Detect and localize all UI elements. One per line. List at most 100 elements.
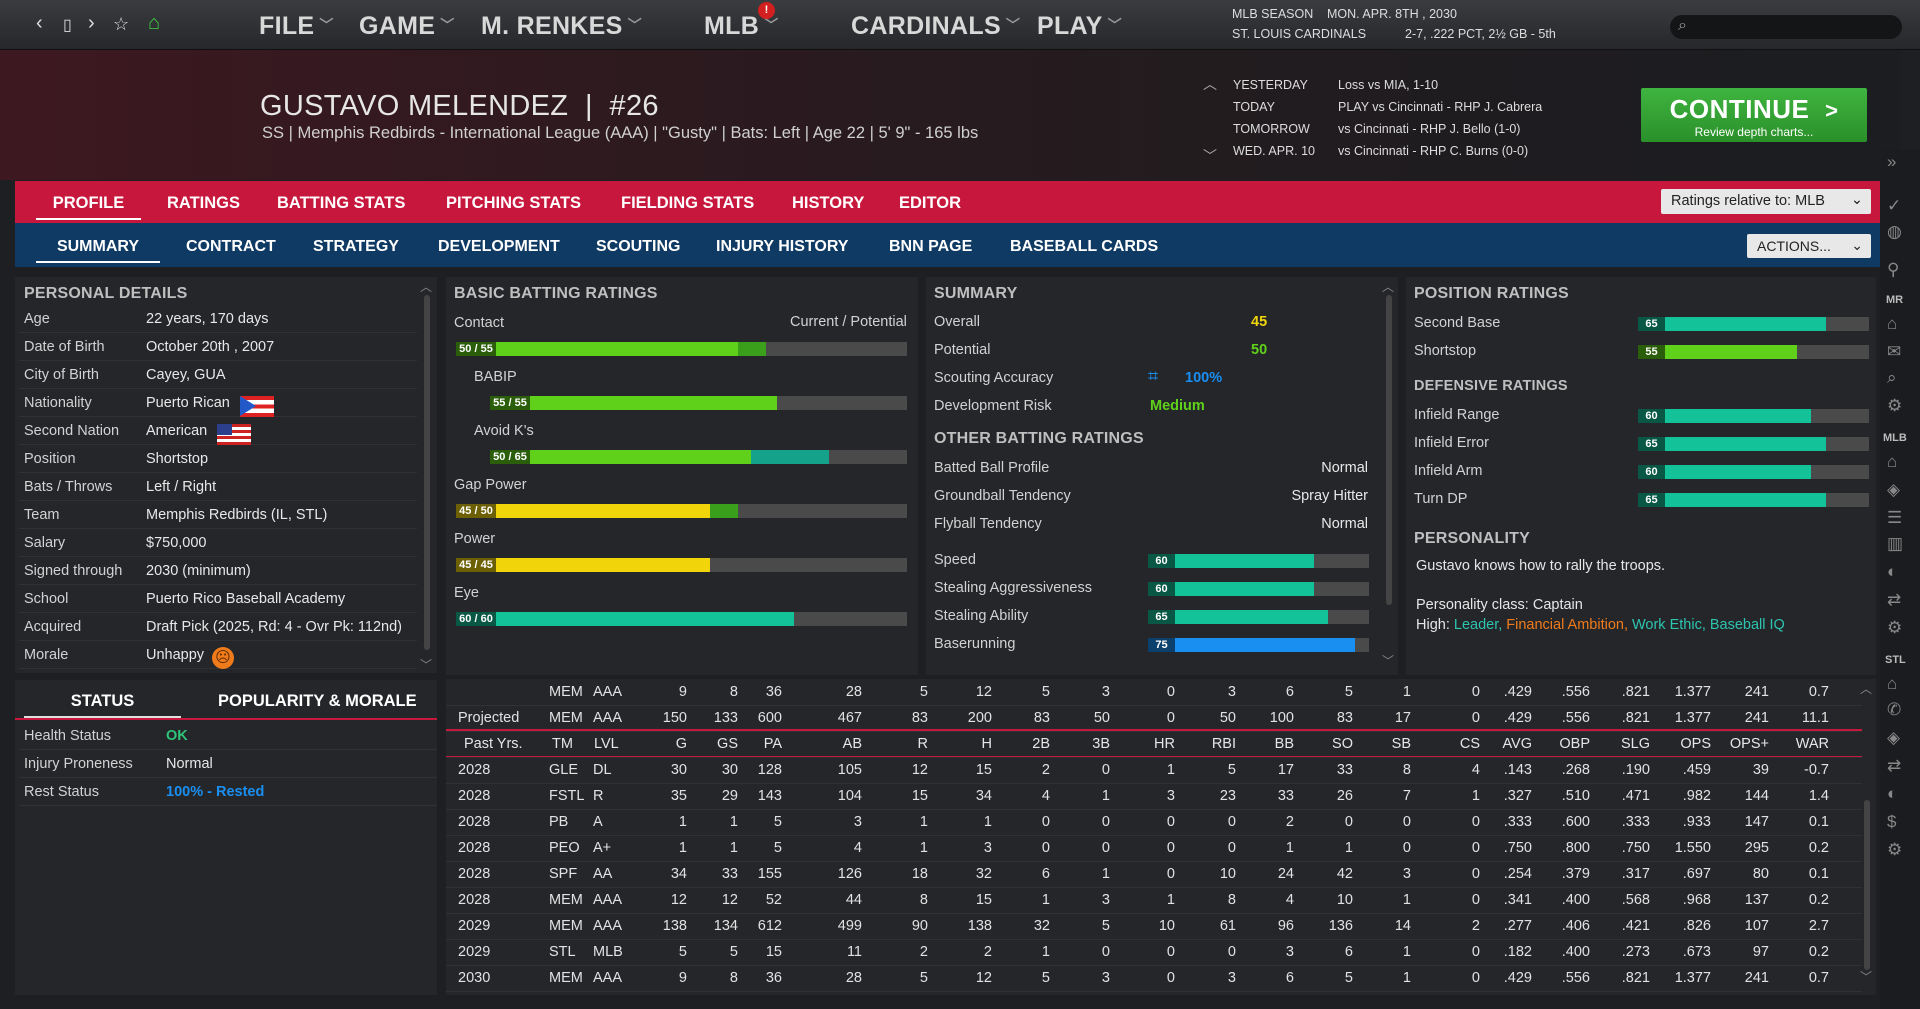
chevron-down-icon[interactable]: ﹀ [1203,148,1217,164]
tab-summary[interactable]: SUMMARY [36,238,160,263]
stats-header-cell[interactable]: AVG [1502,736,1532,752]
search-input[interactable]: ⌕ [1670,15,1902,39]
mail-icon[interactable]: ✉ [1887,342,1902,361]
tab-strategy[interactable]: STRATEGY [313,238,399,255]
baseball-icon[interactable]: ◐ [1887,784,1898,803]
home-icon[interactable]: ⌂ [1887,452,1898,471]
schedule-game[interactable]: Loss vs MIA, 1-10 [1338,78,1439,92]
schedule-game[interactable]: vs Cincinnati - RHP J. Bello (1-0) [1338,122,1521,136]
stats-header-cell[interactable]: 2B [1032,736,1050,752]
stats-header-cell[interactable]: SB [1391,736,1411,752]
stats-header-cell[interactable]: OPS+ [1729,736,1769,752]
menu-team[interactable]: CARDINALS ﹀ [851,12,1020,41]
gear-icon[interactable]: ⚙ [1887,396,1903,415]
chart-icon[interactable]: ▥ [1887,534,1904,553]
shield-icon[interactable]: ◈ [1887,728,1901,747]
summary-title: SUMMARY [934,285,1018,302]
search-icon[interactable]: ⌕ [1887,368,1897,387]
menu-file[interactable]: FILE ﹀ [259,12,334,41]
stat-cell: .182 [1503,944,1532,960]
home-icon[interactable]: ⌂ [1887,314,1898,333]
tab-scouting[interactable]: SCOUTING [596,238,681,255]
stats-header-cell[interactable]: OBP [1559,736,1590,752]
chevron-up-icon[interactable]: ︿ [420,280,433,294]
chevron-down-icon[interactable]: ﹀ [1382,654,1395,668]
chevron-down-icon[interactable]: ﹀ [420,658,433,672]
stats-header-cell[interactable]: WAR [1795,736,1829,752]
tab-bnn-page[interactable]: BNN PAGE [889,238,973,255]
detail-label: Salary [24,535,66,551]
chevron-down-icon[interactable]: ﹀ [1860,970,1873,984]
tab-status[interactable]: STATUS [24,688,181,718]
list-icon[interactable]: ☰ [1887,508,1903,527]
chevron-up-icon[interactable]: ︿ [1382,280,1395,294]
menu-play-label: PLAY [1037,12,1103,40]
transfer-icon[interactable]: ⇄ [1887,590,1902,609]
stats-header-cell[interactable]: BB [1274,736,1294,752]
stats-header-cell[interactable]: RBI [1211,736,1236,752]
dollar-icon[interactable]: $ [1887,812,1897,831]
star-icon[interactable]: ☆ [113,14,130,34]
page-icon[interactable]: ▯ [63,17,72,34]
shield-icon[interactable]: ◈ [1887,480,1901,499]
stats-header-cell[interactable]: PA [763,736,782,752]
scrollbar[interactable] [1864,800,1870,970]
menu-manager[interactable]: M. RENKES ﹀ [481,12,642,41]
stats-header-cell[interactable]: AB [842,736,862,752]
back-icon[interactable]: ‹ [36,12,43,34]
ratings-relative-select[interactable]: Ratings relative to: MLB ⌄ [1661,189,1871,214]
menu-mlb[interactable]: MLB ﹀ [704,12,778,41]
phone-icon[interactable]: ✆ [1887,700,1902,719]
tab-batting-stats[interactable]: BATTING STATS [277,194,406,212]
schedule-game[interactable]: PLAY vs Cincinnati - RHP J. Cabrera [1338,100,1543,114]
detail-label: School [24,591,69,607]
scrollbar[interactable] [424,295,430,650]
menu-game[interactable]: GAME ﹀ [359,12,455,41]
tab-profile[interactable]: PROFILE [36,194,141,220]
stat-cell: .821 [1621,970,1650,986]
baseball-icon[interactable]: ◐ [1887,562,1898,581]
home-icon[interactable]: ⌂ [1887,674,1898,693]
stats-header-cell[interactable]: H [981,736,992,752]
tab-ratings[interactable]: RATINGS [167,194,241,212]
transfer-icon[interactable]: ⇄ [1887,756,1902,775]
check-icon[interactable]: ✓ [1887,196,1902,215]
forward-icon[interactable]: › [88,12,95,34]
menu-play[interactable]: PLAY ﹀ [1037,12,1122,41]
tab-history[interactable]: HISTORY [792,194,865,212]
tab-pitching-stats[interactable]: PITCHING STATS [446,194,582,212]
double-chevron-right-icon[interactable]: » [1887,152,1897,171]
tab-contract[interactable]: CONTRACT [186,238,276,255]
tab-injury-history[interactable]: INJURY HISTORY [716,238,849,255]
stats-header-cell[interactable]: R [917,736,928,752]
globe-icon[interactable]: ◍ [1887,222,1902,241]
stats-header-cell[interactable]: LVL [594,736,619,752]
tab-popularity-morale[interactable]: POPULARITY & MORALE [218,692,417,710]
scrollbar[interactable] [1386,295,1392,605]
chevron-up-icon[interactable]: ︿ [1203,76,1217,92]
continue-button[interactable]: CONTINUE > Review depth charts... [1641,88,1867,142]
home-icon[interactable]: ⌂ [148,12,161,34]
stats-header-cell[interactable]: 3B [1092,736,1110,752]
stats-header-cell[interactable]: SO [1332,736,1353,752]
bar-value-label: 65 [1638,437,1665,451]
defensive-rating-bar: 60 [1638,409,1869,423]
stats-header-cell[interactable]: OPS [1680,736,1711,752]
pin-icon[interactable]: ⚲ [1887,260,1900,279]
chevron-up-icon[interactable]: ︿ [1860,682,1873,696]
tab-editor[interactable]: EDITOR [899,194,962,212]
stats-header-cell[interactable]: GS [717,736,738,752]
tab-baseball-cards[interactable]: BASEBALL CARDS [1010,238,1159,255]
schedule-day: YESTERDAY [1233,78,1308,92]
tab-fielding-stats[interactable]: FIELDING STATS [621,194,755,212]
stats-header-cell[interactable]: TM [552,736,573,752]
gear-icon[interactable]: ⚙ [1887,618,1903,637]
stats-header-cell[interactable]: G [675,736,687,752]
schedule-game[interactable]: vs Cincinnati - RHP C. Burns (0-0) [1338,144,1529,158]
actions-button[interactable]: ACTIONS... ⌄ [1747,234,1871,258]
tab-development[interactable]: DEVELOPMENT [438,238,560,255]
stats-header-cell[interactable]: HR [1154,736,1175,752]
stats-header-cell[interactable]: SLG [1620,736,1650,752]
gear-icon[interactable]: ⚙ [1887,840,1903,859]
stats-header-cell[interactable]: CS [1459,736,1480,752]
